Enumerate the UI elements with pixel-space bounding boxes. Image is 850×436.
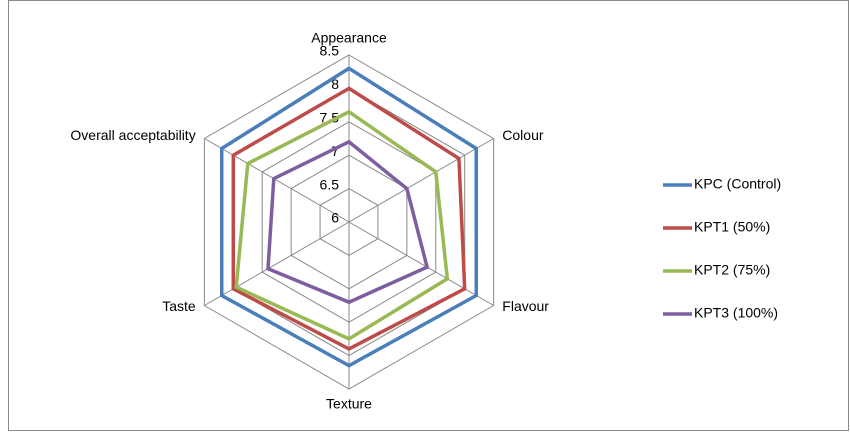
legend-label: KPT2 (75%) bbox=[694, 262, 770, 278]
series-line bbox=[266, 139, 430, 305]
legend-label: KPT1 (50%) bbox=[694, 219, 770, 235]
tick-label: 6.5 bbox=[320, 176, 340, 192]
category-label: Colour bbox=[502, 127, 544, 143]
category-label: Texture bbox=[326, 396, 372, 412]
axis-line bbox=[348, 138, 494, 223]
tick-label: 8.5 bbox=[320, 43, 340, 59]
tick-label: 7.5 bbox=[320, 110, 340, 126]
category-label: Appearance bbox=[311, 30, 387, 46]
category-label: Taste bbox=[162, 298, 196, 314]
legend-label: KPT3 (100%) bbox=[694, 305, 778, 321]
category-label: Flavour bbox=[502, 298, 549, 314]
axis-line bbox=[204, 221, 350, 306]
axis-line bbox=[348, 221, 494, 306]
tick-label: 6 bbox=[331, 210, 339, 226]
series-line bbox=[231, 86, 467, 351]
series-line bbox=[234, 109, 450, 341]
series-line bbox=[219, 66, 479, 368]
legend-label: KPC (Control) bbox=[694, 176, 781, 192]
tick-label: 7 bbox=[331, 143, 339, 159]
category-label: Overall acceptability bbox=[70, 127, 195, 143]
chart-border bbox=[8, 0, 849, 431]
axis-line bbox=[204, 138, 350, 223]
tick-label: 8 bbox=[331, 76, 339, 92]
